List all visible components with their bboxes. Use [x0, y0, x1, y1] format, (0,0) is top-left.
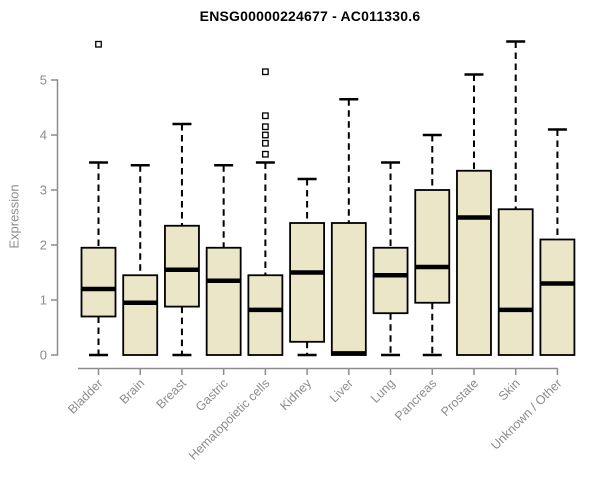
box-hematopoietic-cells — [247, 274, 284, 356]
x-tick-label-gastric: Gastric — [193, 376, 231, 414]
box-skin — [497, 208, 534, 356]
x-tick-label-bladder: Bladder — [65, 376, 105, 416]
x-tick-label-hematopoietic-cells: Hematopoietic cells — [186, 376, 273, 463]
outlier-point-hematopoietic-cells — [261, 112, 269, 120]
x-tick-label-prostate: Prostate — [438, 376, 481, 419]
box-liver — [330, 222, 367, 356]
y-tick-label: 2 — [40, 238, 47, 253]
outlier-point-hematopoietic-cells — [261, 123, 269, 131]
y-tick-label: 1 — [40, 293, 47, 308]
box-unknown-other — [539, 238, 576, 356]
x-tick-label-breast: Breast — [154, 376, 190, 412]
box-bladder — [80, 246, 117, 318]
chart-title: ENSG00000224677 - AC011330.6 — [199, 8, 421, 24]
box-prostate — [456, 169, 492, 356]
outlier-point-hematopoietic-cells — [261, 139, 269, 147]
box-gastric — [205, 246, 242, 356]
x-tick-label-kidney: Kidney — [277, 376, 314, 413]
box-brain — [122, 274, 159, 356]
x-tick-label-unknown-other: Unknown / Other — [488, 376, 564, 452]
x-tick-label-brain: Brain — [117, 376, 148, 407]
outlier-point-bladder — [95, 40, 102, 48]
outlier-point-hematopoietic-cells — [261, 131, 269, 139]
outlier-point-hematopoietic-cells — [261, 68, 269, 76]
x-tick-label-pancreas: Pancreas — [392, 376, 439, 423]
y-tick-label: 4 — [40, 128, 47, 143]
box-kidney — [289, 222, 326, 343]
y-tick-label: 3 — [40, 183, 47, 198]
x-tick-label-lung: Lung — [368, 376, 398, 406]
box-lung — [372, 246, 409, 315]
y-tick-label: 0 — [40, 348, 47, 363]
x-tick-label-liver: Liver — [327, 376, 356, 405]
outlier-point-hematopoietic-cells — [261, 150, 269, 158]
box-breast — [164, 224, 200, 308]
x-tick-label-skin: Skin — [496, 376, 523, 403]
box-pancreas — [414, 189, 451, 304]
y-tick-label: 5 — [40, 73, 47, 88]
